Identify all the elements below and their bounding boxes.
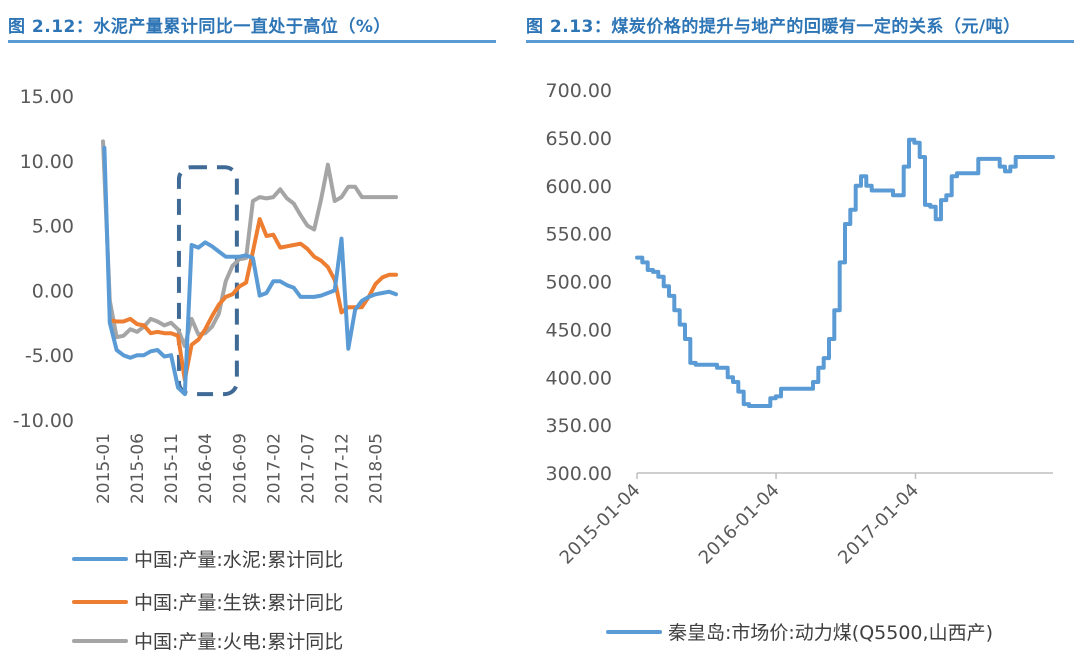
x-tick-label: 2015-01-04	[556, 480, 645, 569]
left-chart-title: 图 2.12：水泥产量累计同比一直处于高位（%）	[8, 17, 391, 37]
coal-price-chart: 700.00 650.00 600.00 550.00 500.00 450.00 400.…	[546, 80, 1055, 569]
legend-swatch-cement	[72, 556, 128, 561]
y-tick-label: 650.00	[546, 128, 612, 150]
thermal-power-line	[101, 139, 398, 349]
y-tick-label: 5.00	[32, 216, 74, 238]
x-tick-label: 2017-07	[298, 433, 318, 504]
y-tick-label: 400.00	[546, 367, 612, 389]
coal-price-line	[635, 137, 1055, 408]
x-tick-label: 2017-02	[264, 433, 284, 504]
y-tick-label: 550.00	[546, 224, 612, 246]
x-tick-label: 2015-11	[162, 433, 182, 504]
right-chart-panel: 图 2.13：煤炭价格的提升与地产的回暖有一定的关系（元/吨） 700.00 65…	[518, 0, 1080, 665]
y-tick-label: 300.00	[546, 463, 612, 485]
legend-item-pig-iron: 中国:产量:生铁:累计同比	[72, 588, 343, 615]
legend-item-cement: 中国:产量:水泥:累计同比	[72, 545, 343, 572]
x-tick-label: 2015-01	[94, 433, 114, 504]
y-tick-label: 15.00	[20, 86, 74, 108]
legend-swatch-coal	[606, 629, 662, 634]
x-tick-label: 2015-06	[128, 433, 148, 504]
legend-item-coal: 秦皇岛:市场价:动力煤(Q5500,山西产)	[606, 618, 993, 645]
cement-line	[102, 145, 398, 397]
legend-label-pig-iron: 中国:产量:生铁:累计同比	[134, 592, 344, 614]
left-title-rule	[8, 40, 496, 43]
y-tick-label: 600.00	[546, 176, 612, 198]
legend-label-coal: 秦皇岛:市场价:动力煤(Q5500,山西产)	[668, 622, 993, 644]
legend-swatch-thermal	[72, 638, 128, 643]
y-tick-label: 500.00	[546, 272, 612, 294]
legend-item-thermal: 中国:产量:火电:累计同比	[72, 627, 343, 654]
pig-iron-line	[107, 217, 398, 382]
x-tick-label: 2016-04	[196, 433, 216, 504]
y-tick-label: 350.00	[546, 415, 612, 437]
x-tick-label: 2016-09	[230, 433, 250, 504]
x-tick-label: 2017-01-04	[834, 480, 923, 569]
cement-chart: 15.00 10.00 5.00 0.00 -5.00 -10.00 2015-01 2015…	[13, 86, 398, 504]
right-chart-title: 图 2.13：煤炭价格的提升与地产的回暖有一定的关系（元/吨）	[526, 17, 1021, 37]
highlight-box	[176, 165, 239, 397]
legend-label-cement: 中国:产量:水泥:累计同比	[134, 549, 344, 571]
y-tick-label: 700.00	[546, 80, 612, 102]
right-title-rule	[526, 40, 1074, 43]
legend-swatch-pig-iron	[72, 599, 128, 604]
y-tick-label: 450.00	[546, 319, 612, 341]
x-tick-label: 2016-01-04	[695, 480, 784, 569]
left-chart-panel: 图 2.12：水泥产量累计同比一直处于高位（%） 15.00 10.00 5.00 0…	[0, 0, 500, 665]
y-tick-label: 0.00	[32, 280, 74, 302]
y-tick-label: 10.00	[20, 151, 74, 173]
y-tick-label: -10.00	[13, 410, 74, 432]
x-tick-label: 2018-05	[367, 433, 387, 504]
legend-label-thermal: 中国:产量:火电:累计同比	[134, 631, 344, 653]
x-tick-label: 2017-12	[332, 433, 352, 504]
y-tick-label: -5.00	[25, 345, 74, 367]
